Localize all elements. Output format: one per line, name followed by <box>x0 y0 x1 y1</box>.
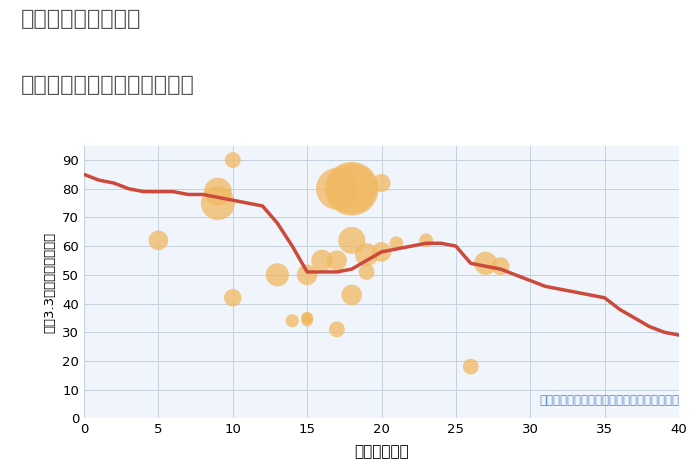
Point <box>331 185 342 193</box>
Text: 築年数別中古マンション価格: 築年数別中古マンション価格 <box>21 75 195 95</box>
Point <box>287 317 298 324</box>
Point <box>272 271 283 279</box>
Point <box>495 262 506 270</box>
Point <box>346 291 357 298</box>
Point <box>302 317 313 324</box>
Point <box>346 185 357 193</box>
Point <box>302 314 313 321</box>
Text: 愛知県弥富市境町の: 愛知県弥富市境町の <box>21 9 141 30</box>
Point <box>480 259 491 267</box>
Point <box>421 236 432 244</box>
Point <box>331 257 342 264</box>
Point <box>376 248 387 256</box>
Point <box>346 185 357 193</box>
Point <box>361 251 372 258</box>
Point <box>331 326 342 333</box>
Y-axis label: 坪（3.3㎡）単価（万円）: 坪（3.3㎡）単価（万円） <box>43 231 57 333</box>
Point <box>153 236 164 244</box>
Point <box>227 294 238 302</box>
Text: 円の大きさは、取引のあった物件面積を示す: 円の大きさは、取引のあった物件面積を示す <box>539 394 679 407</box>
Point <box>227 157 238 164</box>
Point <box>346 236 357 244</box>
Point <box>212 199 223 207</box>
Point <box>376 179 387 187</box>
Point <box>212 188 223 196</box>
Point <box>316 257 328 264</box>
Point <box>302 314 313 321</box>
X-axis label: 築年数（年）: 築年数（年） <box>354 445 409 460</box>
Point <box>465 363 476 370</box>
Point <box>302 271 313 279</box>
Point <box>361 268 372 276</box>
Point <box>391 240 402 247</box>
